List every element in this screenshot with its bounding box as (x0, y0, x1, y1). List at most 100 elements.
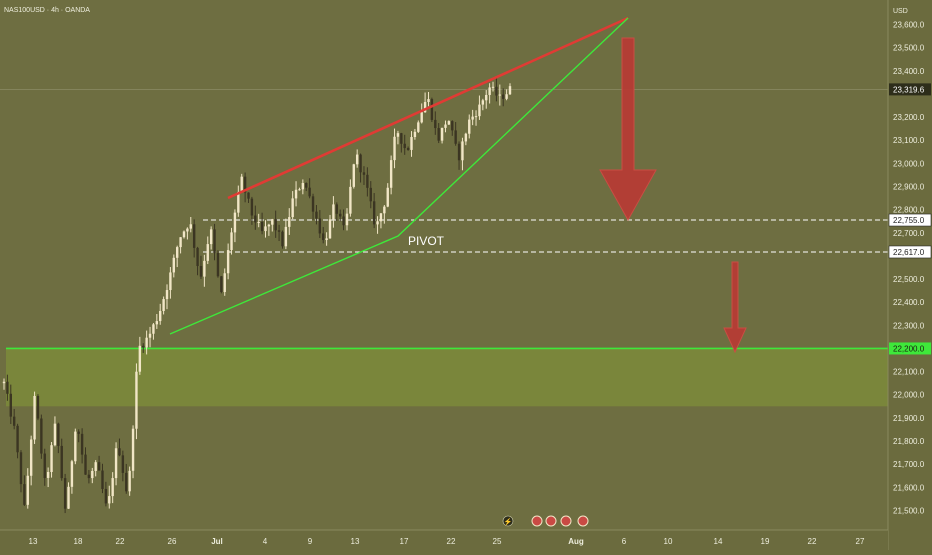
event-icon[interactable] (577, 515, 589, 527)
candle-body (508, 86, 512, 95)
candle-body (2, 381, 6, 384)
candle-body (389, 160, 393, 188)
candle-body (104, 488, 108, 504)
pivot-label[interactable]: PIVOT (408, 234, 445, 248)
time-tick-label: Jul (211, 537, 223, 546)
time-tick-label: 19 (761, 537, 770, 546)
candle-body (169, 272, 172, 291)
candle-body (410, 137, 413, 150)
candle-body (288, 217, 291, 227)
candle-body (322, 233, 325, 241)
time-tick-label: 22 (447, 537, 456, 546)
candle-body (77, 431, 80, 434)
candle-body (196, 247, 199, 267)
lightning-icon[interactable] (502, 515, 514, 527)
candle-body (294, 189, 298, 199)
candle-body (209, 229, 213, 245)
lightning-glyph: ⚡ (504, 517, 513, 526)
price-badge[interactable] (888, 213, 932, 227)
candle-body (250, 198, 254, 216)
candle-body (386, 187, 389, 207)
candle-body (70, 461, 74, 487)
candle-body (118, 448, 121, 456)
candle-body (420, 112, 423, 123)
candle-body (237, 191, 240, 213)
time-tick-label: 13 (351, 537, 360, 546)
candle-body (485, 94, 488, 101)
candle-body (148, 333, 152, 338)
candle-body (376, 221, 379, 225)
candle-body (182, 231, 186, 238)
candle-body (434, 119, 437, 129)
candle-body (155, 321, 159, 325)
candle-body (471, 116, 474, 120)
candle-body (400, 133, 403, 144)
candle-body (308, 187, 311, 197)
candle-body (254, 215, 257, 223)
support-zone[interactable] (6, 348, 888, 407)
candle-body (427, 99, 430, 103)
price-badge[interactable] (888, 245, 932, 259)
candle-body (57, 423, 60, 446)
down-arrow-small[interactable] (723, 261, 747, 354)
price-tick-label: 22,300.0 (893, 321, 925, 330)
candle-body (74, 431, 77, 462)
candle-body (206, 244, 209, 261)
candle-body (396, 133, 400, 137)
time-tick-label: 9 (308, 537, 313, 546)
price-tick-label: 23,200.0 (893, 113, 925, 122)
candle-body (481, 100, 485, 105)
time-axis-panel[interactable] (0, 530, 888, 550)
time-tick-label: 26 (168, 537, 177, 546)
candle-body (393, 136, 396, 161)
candle-body (216, 253, 220, 277)
candle-body (505, 94, 508, 99)
candle-body (9, 393, 12, 417)
price-tick-label: 23,500.0 (893, 44, 925, 53)
candle-body (189, 224, 192, 229)
candle-body (369, 187, 372, 202)
price-tick-label: 21,700.0 (893, 460, 925, 469)
time-tick-label: 17 (400, 537, 409, 546)
candle-body (6, 381, 9, 394)
candle-body (478, 104, 481, 117)
candle-body (417, 122, 420, 132)
candle-body (291, 198, 294, 218)
candle-body (274, 219, 277, 231)
candle-body (366, 174, 369, 188)
candle-body (240, 176, 243, 192)
candle-body (315, 211, 318, 219)
down-arrow-large[interactable] (599, 37, 657, 222)
candle-body (277, 230, 281, 232)
candle-body (114, 448, 118, 479)
candle-body (342, 216, 345, 226)
event-icon[interactable] (545, 515, 557, 527)
time-tick-label: 13 (29, 537, 38, 546)
price-tick-label: 22,100.0 (893, 368, 925, 377)
event-icon[interactable] (560, 515, 572, 527)
candle-body (213, 229, 216, 254)
candle-body (111, 478, 114, 497)
resistance-trendline[interactable] (227, 16, 629, 200)
event-icon[interactable] (531, 515, 543, 527)
support-trendline[interactable] (169, 17, 629, 335)
candle-body (53, 423, 57, 446)
candle-body (230, 232, 233, 251)
candle-body (461, 141, 464, 161)
candle-body (135, 371, 138, 429)
candle-body (233, 212, 237, 233)
candle-body (325, 238, 328, 241)
price-badge[interactable] (889, 342, 931, 355)
candle-body (87, 474, 91, 479)
candle-body (80, 433, 84, 455)
price-tick-label: 23,600.0 (893, 21, 925, 30)
candle-body (498, 94, 502, 96)
candle-body (328, 219, 332, 239)
price-badge[interactable] (889, 83, 931, 96)
time-tick-label: 25 (493, 537, 502, 546)
candle-body (423, 102, 427, 113)
candle-body (349, 186, 352, 214)
time-tick-label: 14 (714, 537, 723, 546)
